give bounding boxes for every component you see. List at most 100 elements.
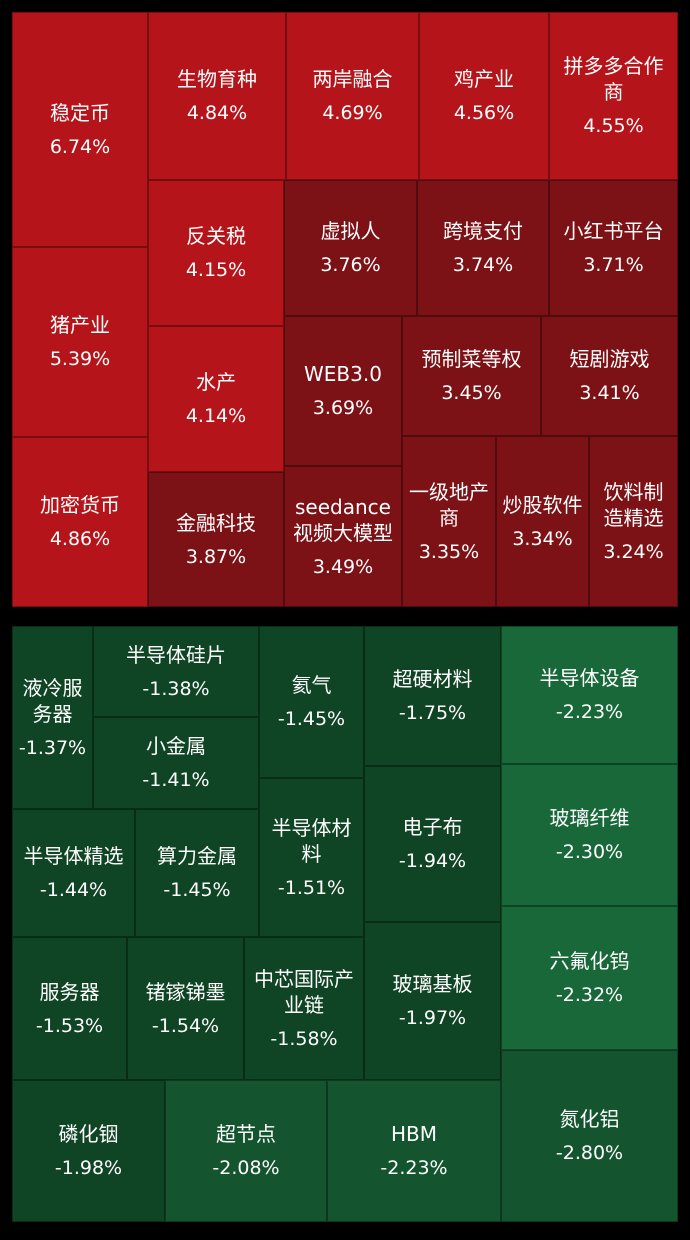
sector-change: 3.74% — [452, 254, 514, 276]
sector-name: 饮料制造精选 — [603, 479, 664, 530]
sector-change: -1.98% — [54, 1157, 123, 1179]
sector-change: 3.87% — [185, 545, 247, 568]
sector-tile[interactable]: 水产 4.14% — [148, 326, 284, 472]
sector-tile[interactable]: 锗镓锑墨 -1.54% — [127, 937, 244, 1080]
sector-change: -1.51% — [277, 876, 346, 899]
sector-tile[interactable]: 反关税 4.15% — [148, 180, 284, 326]
sector-name: 超硬材料 — [392, 667, 473, 691]
sector-change: -1.45% — [277, 708, 346, 730]
sector-tile[interactable]: 金融科技 3.87% — [148, 472, 284, 607]
sector-tile[interactable]: 炒股软件 3.34% — [496, 436, 589, 607]
sector-tile[interactable]: 超节点 -2.08% — [165, 1080, 327, 1222]
sector-tile[interactable]: 猪产业 5.39% — [12, 247, 148, 437]
sector-name: 中芯国际产业链 — [254, 966, 354, 1017]
sector-tile[interactable]: 饮料制造精选 3.24% — [589, 436, 678, 607]
sector-change: 4.69% — [322, 102, 383, 124]
sector-tile[interactable]: 小红书平台 3.71% — [549, 180, 678, 316]
sector-change: -1.97% — [398, 1007, 467, 1029]
sector-tile[interactable]: 一级地产商 3.35% — [402, 436, 496, 607]
sector-change: -2.08% — [212, 1157, 280, 1179]
sector-change: 4.14% — [185, 405, 247, 427]
sector-change: 5.39% — [49, 348, 111, 370]
sector-name: 半导体精选 — [23, 844, 124, 868]
sector-tile[interactable]: 加密货币 4.86% — [12, 437, 148, 607]
sector-tile[interactable]: 跨境支付 3.74% — [417, 180, 549, 316]
sector-name: 半导体材料 — [271, 815, 352, 866]
sector-tile[interactable]: 电子布 -1.94% — [364, 766, 501, 922]
sector-change: -1.41% — [142, 769, 210, 791]
sector-tile[interactable]: 玻璃纤维 -2.30% — [501, 764, 678, 906]
sector-name: 玻璃纤维 — [549, 806, 630, 830]
sector-name: 跨境支付 — [443, 219, 523, 243]
sector-name: 六氟化钨 — [549, 949, 630, 973]
sector-name: 电子布 — [402, 815, 463, 839]
sector-change: -2.23% — [380, 1157, 448, 1179]
sector-name: 算力金属 — [157, 844, 237, 868]
sector-tile[interactable]: 液冷服务器 -1.37% — [12, 626, 93, 809]
sector-tile[interactable]: 虚拟人 3.76% — [284, 180, 417, 316]
sector-name: 液冷服务器 — [22, 675, 83, 726]
sector-name: 金融科技 — [176, 510, 256, 535]
sector-change: 3.24% — [603, 540, 664, 563]
sector-name: WEB3.0 — [304, 362, 382, 386]
sector-tile[interactable]: HBM -2.23% — [327, 1080, 501, 1222]
sector-change: -1.94% — [398, 850, 467, 872]
sector-name: 半导体硅片 — [126, 642, 226, 667]
sector-tile[interactable]: 小金属 -1.41% — [93, 717, 259, 809]
sector-tile[interactable]: 半导体硅片 -1.38% — [93, 626, 259, 717]
sector-change: -1.45% — [163, 879, 231, 901]
sector-change: -2.30% — [555, 841, 624, 863]
sector-tile[interactable]: 预制菜等权 3.45% — [402, 316, 541, 436]
sector-tile[interactable]: 半导体材料 -1.51% — [259, 778, 364, 937]
sector-change: -1.38% — [142, 677, 210, 700]
sector-tile[interactable]: 玻璃基板 -1.97% — [364, 922, 501, 1080]
sector-name: 半导体设备 — [539, 666, 640, 690]
sector-tile[interactable]: 超硬材料 -1.75% — [364, 626, 501, 766]
sector-tile[interactable]: 六氟化钨 -2.32% — [501, 906, 678, 1050]
sector-tile[interactable]: 生物育种 4.84% — [148, 12, 286, 180]
sector-tile[interactable]: 氦气 -1.45% — [259, 626, 364, 778]
sector-change: 3.35% — [418, 540, 480, 563]
sector-change: 4.86% — [49, 528, 111, 550]
sector-tile[interactable]: seedance视频大模型 3.49% — [284, 466, 402, 607]
sector-change: 3.45% — [441, 382, 502, 404]
sector-name: seedance视频大模型 — [293, 494, 393, 545]
sector-change: 3.41% — [579, 382, 640, 404]
sector-name: 氮化铝 — [559, 1107, 620, 1131]
sector-change: -1.53% — [35, 1014, 104, 1037]
sector-name: 水产 — [196, 370, 236, 394]
sector-name: 反关税 — [186, 224, 246, 248]
sector-tile[interactable]: 氮化铝 -2.80% — [501, 1050, 678, 1222]
sector-tile[interactable]: 稳定币 6.74% — [12, 12, 148, 247]
sector-tile[interactable]: 算力金属 -1.45% — [135, 809, 259, 937]
sector-name: 两岸融合 — [312, 67, 393, 91]
sector-tile[interactable]: 半导体设备 -2.23% — [501, 626, 678, 764]
sector-tile[interactable]: 中芯国际产业链 -1.58% — [244, 937, 364, 1080]
sector-tile[interactable]: 磷化铟 -1.98% — [12, 1080, 165, 1222]
sector-tile[interactable]: 两岸融合 4.69% — [286, 12, 419, 180]
sector-tile[interactable]: 服务器 -1.53% — [12, 937, 127, 1080]
sector-change: -1.54% — [151, 1014, 220, 1037]
sector-name: 小金属 — [146, 734, 206, 758]
sector-change: 6.74% — [49, 135, 111, 158]
sector-tile[interactable]: WEB3.0 3.69% — [284, 316, 402, 466]
sector-name: 一级地产商 — [409, 479, 489, 530]
sector-name: 锗镓锑墨 — [145, 979, 226, 1004]
sector-change: 3.34% — [512, 527, 573, 550]
sector-tile[interactable]: 拼多多合作商 4.55% — [549, 12, 678, 180]
sector-name: 猪产业 — [50, 313, 110, 337]
sector-name: 加密货币 — [40, 493, 120, 517]
sector-change: 4.15% — [185, 259, 247, 281]
sector-name: 稳定币 — [50, 100, 110, 125]
sector-name: 虚拟人 — [320, 219, 381, 243]
sector-name: 炒股软件 — [502, 492, 583, 517]
sector-name: 拼多多合作商 — [563, 54, 664, 104]
sector-name: 小红书平台 — [563, 219, 664, 243]
sector-tile[interactable]: 半导体精选 -1.44% — [12, 809, 135, 937]
sector-change: -2.23% — [555, 701, 624, 723]
sector-tile[interactable]: 鸡产业 4.56% — [419, 12, 549, 180]
sector-tile[interactable]: 短剧游戏 3.41% — [541, 316, 678, 436]
sector-name: 玻璃基板 — [392, 972, 473, 996]
sector-name: HBM — [390, 1122, 437, 1146]
